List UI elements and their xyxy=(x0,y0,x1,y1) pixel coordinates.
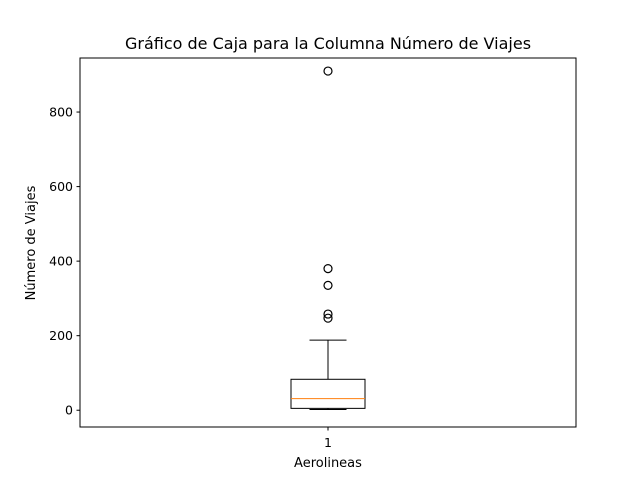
iqr-box xyxy=(290,378,366,409)
y-tick-label: 0 xyxy=(65,403,73,418)
y-axis-label: Número de Viajes xyxy=(24,185,39,300)
boxes-group xyxy=(290,66,366,410)
outlier-point xyxy=(323,280,333,290)
chart-title: Gráfico de Caja para la Columna Número d… xyxy=(125,34,531,53)
y-tick-label: 400 xyxy=(49,254,73,269)
y-axis: 0 200 400 600 800 xyxy=(49,105,80,418)
y-tick-label: 800 xyxy=(49,105,73,120)
outlier-point xyxy=(323,309,333,319)
outlier-point xyxy=(323,263,333,274)
y-tick-label: 200 xyxy=(49,328,73,343)
x-tick-label: 1 xyxy=(324,435,332,450)
outlier-point xyxy=(323,66,333,76)
x-axis-label: Aerolineas xyxy=(294,456,362,471)
y-tick-label: 600 xyxy=(49,179,73,194)
x-axis: 1 xyxy=(324,427,332,450)
outlier-point xyxy=(323,313,333,323)
